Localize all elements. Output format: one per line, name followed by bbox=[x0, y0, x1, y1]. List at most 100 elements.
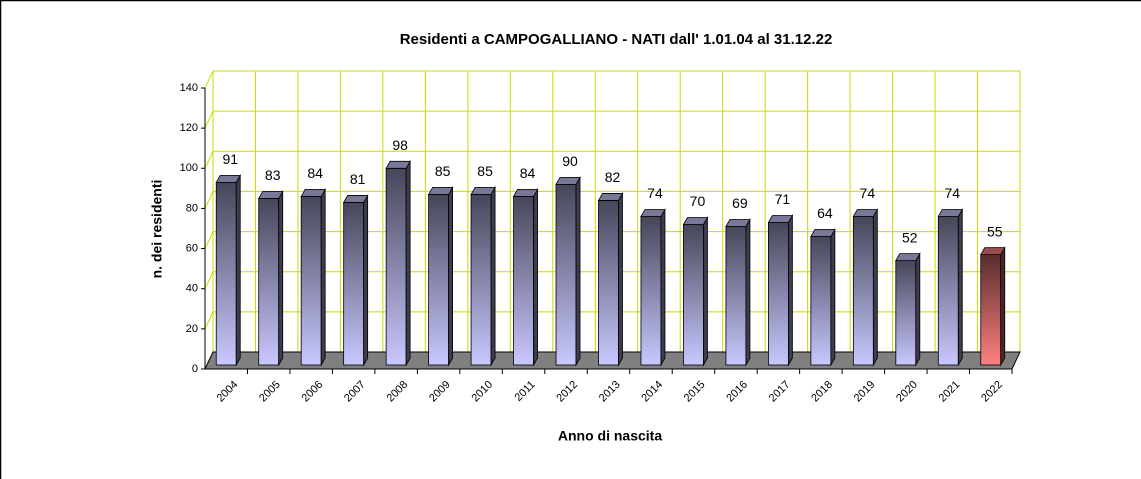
bar bbox=[810, 236, 832, 366]
x-axis-title: Anno di nascita bbox=[558, 428, 662, 444]
bar-side bbox=[872, 207, 878, 367]
bar-top bbox=[980, 247, 1006, 256]
bar bbox=[895, 260, 917, 366]
x-tick-label: 2014 bbox=[639, 379, 665, 405]
bar-top bbox=[385, 160, 411, 169]
value-label: 52 bbox=[902, 229, 918, 245]
x-tick-label: 2011 bbox=[513, 379, 538, 404]
bar-side bbox=[660, 207, 666, 367]
bar bbox=[767, 222, 789, 366]
grid-line bbox=[204, 150, 1020, 169]
bar-top bbox=[258, 191, 284, 199]
bar-side bbox=[830, 228, 836, 367]
bar-side bbox=[235, 173, 241, 367]
bar-side bbox=[405, 159, 411, 367]
bar-top bbox=[895, 253, 921, 262]
x-tick-label: 2018 bbox=[809, 379, 835, 405]
bar-side bbox=[533, 187, 538, 367]
y-axis-title: n. dei residenti bbox=[149, 180, 165, 279]
y-tick-label: 120 bbox=[180, 122, 198, 134]
bar-side bbox=[490, 185, 496, 367]
y-tick-label: 140 bbox=[180, 82, 198, 94]
bar-side bbox=[957, 207, 963, 367]
value-label: 69 bbox=[732, 195, 748, 211]
value-label: 74 bbox=[647, 185, 663, 201]
grid-line bbox=[204, 110, 1020, 129]
value-label: 55 bbox=[987, 223, 1003, 239]
chart-title: Residenti a CAMPOGALLIANO - NATI dall' 1… bbox=[400, 31, 833, 48]
value-label: 74 bbox=[945, 185, 961, 201]
bar bbox=[598, 200, 619, 366]
bar-top bbox=[512, 188, 539, 197]
bar-side bbox=[787, 213, 793, 367]
value-label: 85 bbox=[435, 163, 451, 179]
value-label: 85 bbox=[477, 163, 493, 179]
bar bbox=[300, 195, 322, 366]
x-tick-label: 2007 bbox=[342, 379, 368, 405]
bar bbox=[343, 202, 365, 366]
x-tick-label: 2021 bbox=[937, 379, 963, 405]
x-tick-label: 2017 bbox=[767, 379, 793, 405]
value-label: 70 bbox=[690, 193, 706, 209]
x-tick-label: 2004 bbox=[215, 379, 241, 405]
bar-top bbox=[937, 209, 963, 217]
x-tick-label: 2013 bbox=[597, 379, 623, 405]
x-tick-label: 2010 bbox=[469, 379, 495, 405]
bar bbox=[937, 216, 959, 366]
bar-side bbox=[703, 215, 708, 367]
y-tick-label: 100 bbox=[180, 162, 198, 174]
value-label: 84 bbox=[520, 165, 536, 181]
bar-side bbox=[575, 175, 581, 367]
value-label: 98 bbox=[392, 137, 408, 153]
bar bbox=[852, 216, 874, 366]
bar-side bbox=[1000, 246, 1006, 367]
bar-top bbox=[725, 219, 751, 227]
value-label: 84 bbox=[307, 165, 323, 181]
x-tick-label: 2012 bbox=[554, 379, 580, 405]
bar-top bbox=[597, 193, 624, 201]
bar bbox=[725, 226, 747, 366]
x-tick-label: 2019 bbox=[852, 379, 878, 405]
bar-side bbox=[320, 187, 326, 367]
y-tick-label: 60 bbox=[186, 242, 198, 254]
value-label: 83 bbox=[265, 167, 281, 183]
bar-top bbox=[427, 186, 454, 195]
bar bbox=[470, 193, 492, 366]
bar-side bbox=[363, 193, 369, 367]
bar-top bbox=[767, 215, 794, 223]
value-label: 64 bbox=[817, 205, 833, 221]
bar bbox=[385, 167, 407, 366]
value-label: 91 bbox=[222, 151, 238, 167]
bar-side bbox=[448, 185, 454, 367]
y-tick-label: 80 bbox=[186, 202, 198, 214]
bar bbox=[258, 198, 280, 366]
bar bbox=[640, 216, 662, 366]
bar-side bbox=[745, 218, 751, 367]
bar bbox=[555, 183, 577, 366]
x-tick-label: 2016 bbox=[724, 379, 750, 405]
x-tick-label: 2022 bbox=[979, 379, 1005, 405]
bar bbox=[428, 193, 450, 366]
x-tick-label: 2005 bbox=[257, 379, 283, 405]
bar bbox=[513, 195, 534, 366]
y-tick-label: 20 bbox=[186, 323, 198, 335]
y-tick-label: 0 bbox=[192, 363, 198, 375]
value-label: 90 bbox=[562, 153, 578, 169]
x-tick-label: 2015 bbox=[682, 379, 708, 405]
bar bbox=[683, 224, 704, 366]
x-tick-label: 2020 bbox=[894, 379, 920, 405]
bar-side bbox=[278, 189, 284, 367]
bar-top bbox=[640, 209, 666, 217]
bar-top bbox=[852, 209, 879, 217]
value-label: 74 bbox=[860, 185, 876, 201]
x-tick-label: 2008 bbox=[385, 379, 411, 405]
value-label: 71 bbox=[775, 191, 791, 207]
y-tick-label: 40 bbox=[186, 283, 198, 295]
bar-side bbox=[618, 191, 623, 367]
value-label: 82 bbox=[605, 169, 621, 185]
bar-top bbox=[682, 217, 709, 225]
bar-top bbox=[215, 174, 241, 183]
bar-top bbox=[300, 188, 326, 197]
bar-side bbox=[915, 252, 921, 367]
bar-top bbox=[470, 186, 496, 195]
